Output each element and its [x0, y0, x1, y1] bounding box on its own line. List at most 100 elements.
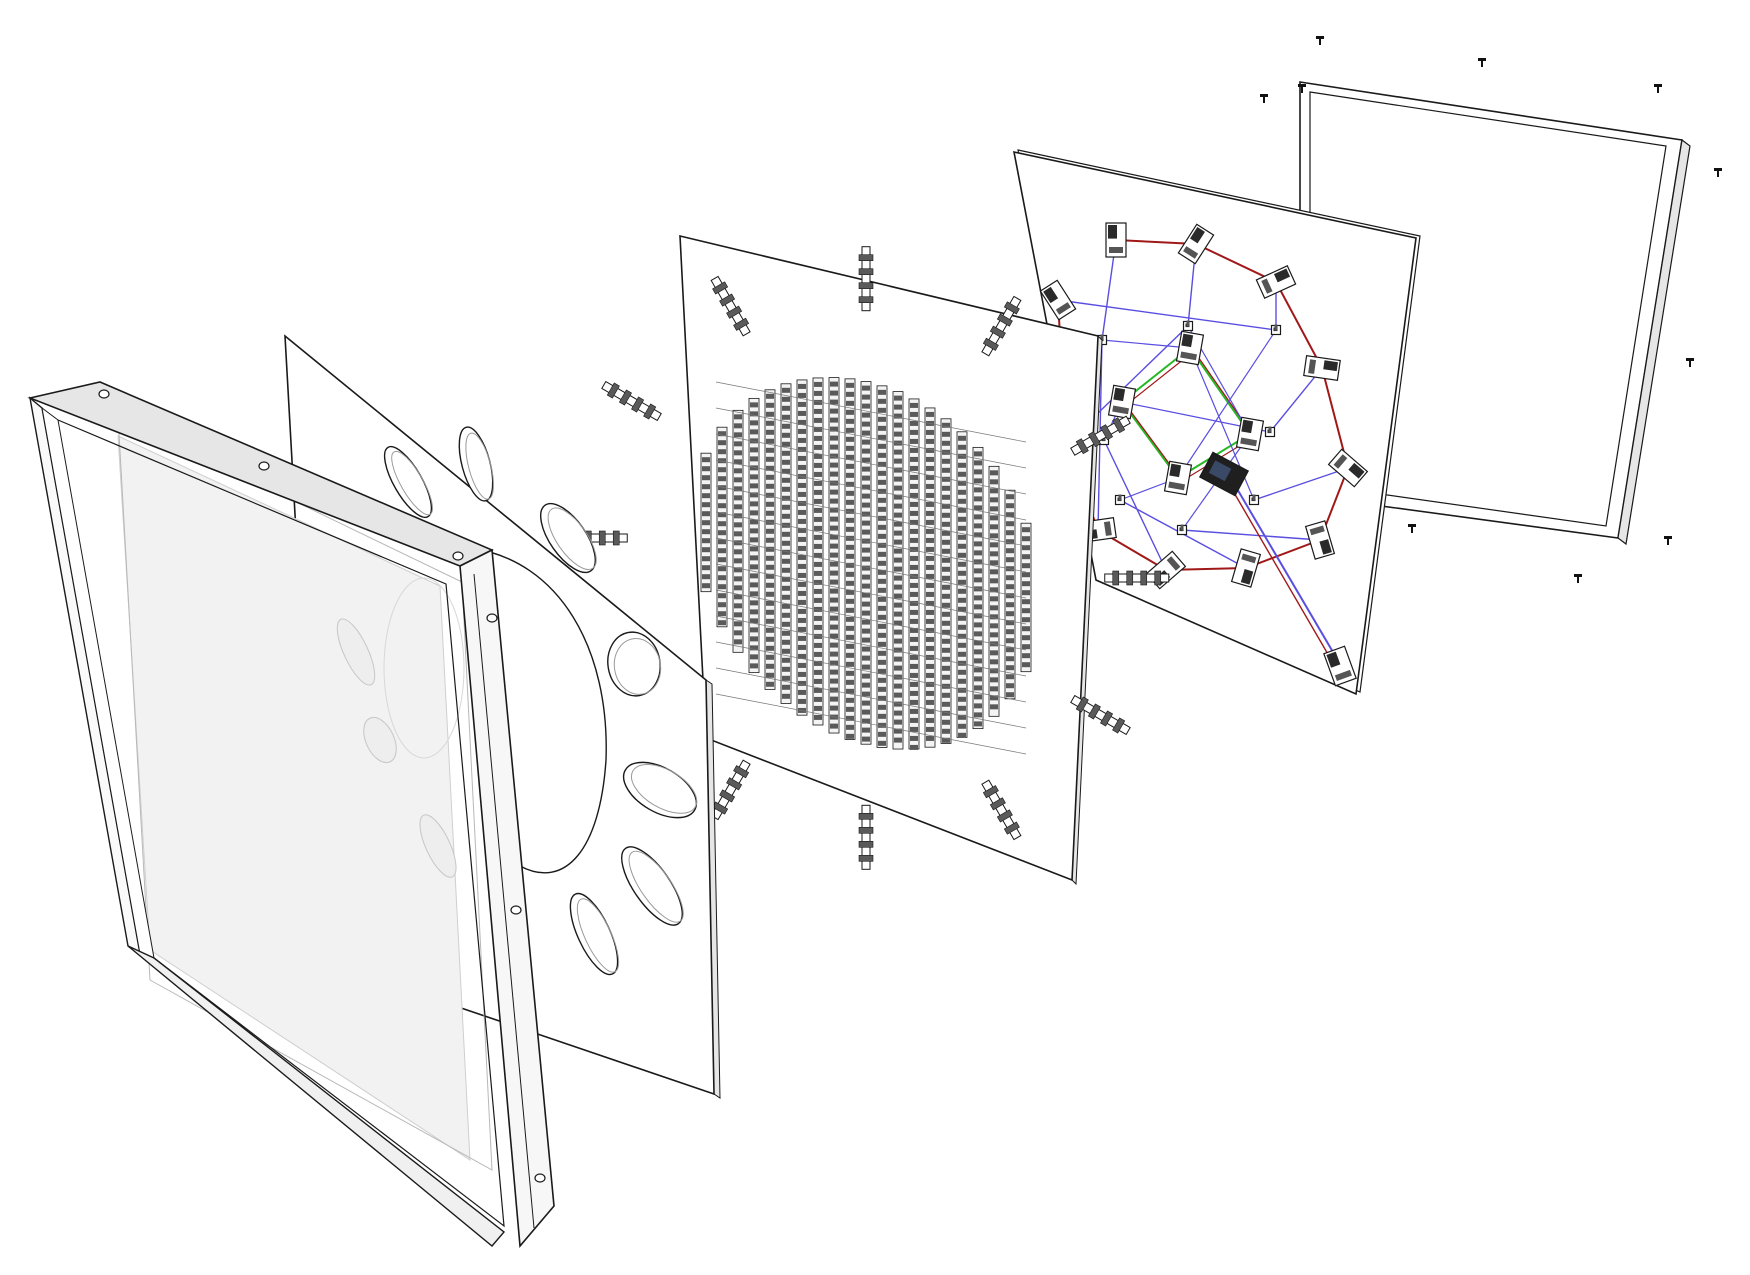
fastener-shank — [1263, 97, 1265, 103]
led-dot — [798, 392, 806, 398]
led-dot — [846, 382, 854, 388]
led-dot — [942, 548, 950, 554]
fastener-shank — [1657, 87, 1659, 93]
board-header — [1186, 320, 1190, 327]
stick-led — [858, 268, 874, 276]
led-dot — [990, 470, 998, 476]
junction-board — [1182, 320, 1194, 332]
led-dot — [750, 465, 758, 471]
front-frame-inner-lip — [57, 419, 505, 1228]
led-dot — [862, 556, 870, 562]
led-dot — [926, 519, 934, 525]
led-dot — [878, 650, 886, 656]
led-dot — [878, 641, 886, 647]
led-dot — [958, 651, 966, 657]
led-dot — [1022, 617, 1030, 623]
led-dot — [830, 399, 838, 405]
led-dot — [878, 434, 886, 440]
led-dot — [926, 474, 934, 480]
led-dot — [942, 476, 950, 482]
led-dot — [878, 587, 886, 593]
board-header — [1333, 454, 1348, 469]
led-dot — [782, 594, 790, 600]
led-dot — [878, 443, 886, 449]
led-dot — [958, 453, 966, 459]
stick-led — [1100, 424, 1114, 441]
led-dot — [830, 615, 838, 621]
led-dot — [910, 510, 918, 516]
led-dot — [830, 696, 838, 702]
led-dot — [894, 629, 902, 635]
led-dot — [926, 726, 934, 732]
led-dot — [862, 511, 870, 517]
led-dot — [734, 576, 742, 582]
led-dot — [862, 736, 870, 742]
led-dot — [942, 503, 950, 509]
led-dot — [926, 438, 934, 444]
led-dot — [814, 444, 822, 450]
stick-led — [858, 296, 874, 304]
board-header — [1109, 247, 1123, 253]
led-dot — [814, 696, 822, 702]
led-dot — [782, 414, 790, 420]
led-dot — [718, 530, 726, 536]
led-dot — [830, 669, 838, 675]
led-dot — [1006, 494, 1014, 500]
board-chip — [1169, 463, 1182, 478]
led-dot — [942, 557, 950, 563]
led-dot — [974, 460, 982, 466]
led-dot — [846, 661, 854, 667]
led-dot — [942, 539, 950, 545]
fastener-head — [1260, 94, 1268, 97]
fastener-head — [1654, 84, 1662, 87]
led-dot — [798, 698, 806, 704]
led-dot — [990, 632, 998, 638]
led-dot — [974, 721, 982, 727]
controller-boards — [1039, 222, 1369, 687]
led-dot — [814, 525, 822, 531]
led-dot — [894, 476, 902, 482]
led-dot — [782, 666, 790, 672]
led-dot — [878, 407, 886, 413]
led-dot — [894, 512, 902, 518]
led-dot — [910, 627, 918, 633]
led-dot — [782, 450, 790, 456]
led-dot — [942, 593, 950, 599]
led-dot — [814, 651, 822, 657]
led-dot — [782, 603, 790, 609]
led-dot — [830, 381, 838, 387]
led-dot — [798, 428, 806, 434]
led-dot — [894, 449, 902, 455]
led-dot — [766, 474, 774, 480]
data-wire — [1101, 339, 1191, 349]
led-dot — [974, 523, 982, 529]
led-dot — [878, 416, 886, 422]
led-dot — [862, 493, 870, 499]
led-dot — [910, 564, 918, 570]
led-dot — [894, 458, 902, 464]
led-dot — [782, 639, 790, 645]
led-strip — [876, 385, 888, 748]
led-dot — [910, 600, 918, 606]
led-dot — [910, 618, 918, 624]
led-dot — [894, 737, 902, 743]
led-dot — [814, 552, 822, 558]
led-dot — [718, 593, 726, 599]
led-dot — [1022, 545, 1030, 551]
led-dot — [830, 471, 838, 477]
led-dot — [766, 663, 774, 669]
led-dot — [894, 557, 902, 563]
stick-led — [712, 281, 729, 295]
led-dot — [910, 717, 918, 723]
led-dot — [798, 635, 806, 641]
led-dot — [958, 678, 966, 684]
led-dot — [814, 615, 822, 621]
led-dot — [862, 520, 870, 526]
led-dot — [878, 389, 886, 395]
led-dot — [894, 530, 902, 536]
led-dot — [750, 627, 758, 633]
led-dot — [958, 687, 966, 693]
led-dot — [862, 655, 870, 661]
led-dot — [702, 484, 710, 490]
led-dot — [910, 663, 918, 669]
